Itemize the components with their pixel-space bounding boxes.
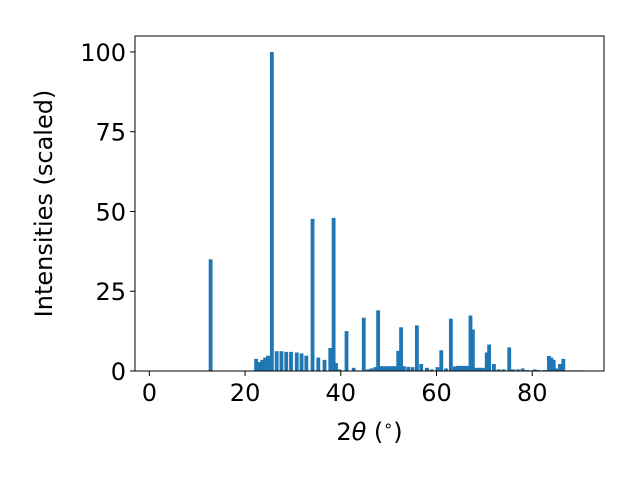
x-tick-label: 40	[326, 379, 357, 407]
bar	[410, 367, 415, 371]
bar	[501, 369, 506, 371]
y-tick-label: 25	[95, 278, 126, 306]
bar	[462, 365, 467, 371]
bar	[328, 348, 333, 371]
bar	[532, 369, 537, 371]
x-axis-label-close: )	[393, 418, 402, 446]
bar	[266, 355, 270, 371]
bar	[366, 369, 370, 371]
bar	[381, 366, 386, 371]
bar	[279, 351, 284, 371]
bar	[520, 368, 525, 371]
bar	[470, 329, 475, 371]
bar	[316, 357, 321, 371]
bar	[322, 359, 327, 371]
x-axis-label-degree: ∘	[383, 416, 393, 435]
bar	[334, 363, 338, 371]
y-axis: 0 25 50 75 100	[80, 39, 135, 386]
bar	[558, 363, 562, 371]
bar	[254, 358, 258, 371]
x-tick-label: 0	[142, 379, 157, 407]
bar	[555, 368, 560, 371]
x-axis: 0 20 40 60 80	[142, 371, 548, 407]
bar	[384, 366, 389, 371]
bar	[561, 358, 566, 371]
bar	[406, 366, 411, 371]
bar	[484, 352, 489, 371]
y-tick-label: 100	[80, 39, 126, 67]
bar	[310, 218, 315, 371]
bar	[284, 351, 289, 371]
bar	[376, 310, 381, 371]
bar	[390, 366, 395, 371]
bar	[496, 369, 501, 371]
x-tick-label: 80	[517, 379, 548, 407]
bars-group	[208, 51, 585, 371]
bar	[511, 369, 515, 371]
bar	[361, 317, 366, 371]
bar	[331, 217, 336, 371]
bar	[263, 357, 268, 371]
bar	[289, 351, 293, 371]
bar	[294, 352, 299, 371]
y-axis-label: Intensities (scaled)	[30, 90, 58, 318]
y-tick-label: 0	[111, 358, 126, 386]
x-axis-label: 2θ (∘)	[336, 416, 402, 446]
x-axis-label-prefix: 2	[336, 418, 351, 446]
bar	[465, 365, 470, 371]
plot-frame	[134, 35, 605, 372]
bar	[474, 367, 479, 371]
bar	[551, 359, 556, 371]
bar	[393, 366, 398, 371]
bar	[369, 368, 374, 371]
bar	[452, 366, 457, 371]
bar	[444, 368, 448, 371]
bar	[257, 362, 262, 371]
bar	[396, 350, 401, 371]
y-tick-label: 75	[95, 119, 126, 147]
bar	[448, 318, 453, 371]
bar	[299, 353, 304, 371]
bar	[208, 259, 213, 371]
bar	[337, 369, 342, 371]
x-tick-label: 20	[230, 379, 261, 407]
bar	[379, 366, 383, 371]
bar	[274, 351, 279, 371]
bar	[468, 315, 473, 371]
bar	[344, 331, 349, 371]
bar	[515, 369, 520, 371]
bar	[435, 367, 440, 371]
bar	[269, 51, 274, 371]
bar	[387, 366, 392, 371]
bar	[492, 363, 496, 371]
bar	[455, 365, 460, 371]
bar	[477, 367, 482, 371]
bar	[481, 367, 485, 371]
bar	[373, 367, 378, 371]
bar	[549, 357, 554, 371]
bar	[351, 367, 356, 371]
x-tick-label: 60	[421, 379, 452, 407]
bar	[304, 355, 309, 371]
bar	[507, 347, 512, 371]
bar	[402, 366, 406, 371]
bar	[439, 350, 444, 371]
bar	[414, 325, 419, 371]
bar	[399, 327, 403, 371]
x-axis-label-open: (	[366, 418, 383, 446]
bar	[425, 367, 429, 371]
bar	[260, 359, 265, 371]
bar	[429, 369, 434, 371]
bar	[419, 363, 424, 371]
bar	[458, 365, 463, 371]
x-axis-label-theta: θ	[352, 418, 367, 446]
bar	[547, 356, 551, 371]
bar	[487, 344, 492, 371]
y-tick-label: 50	[95, 198, 126, 226]
